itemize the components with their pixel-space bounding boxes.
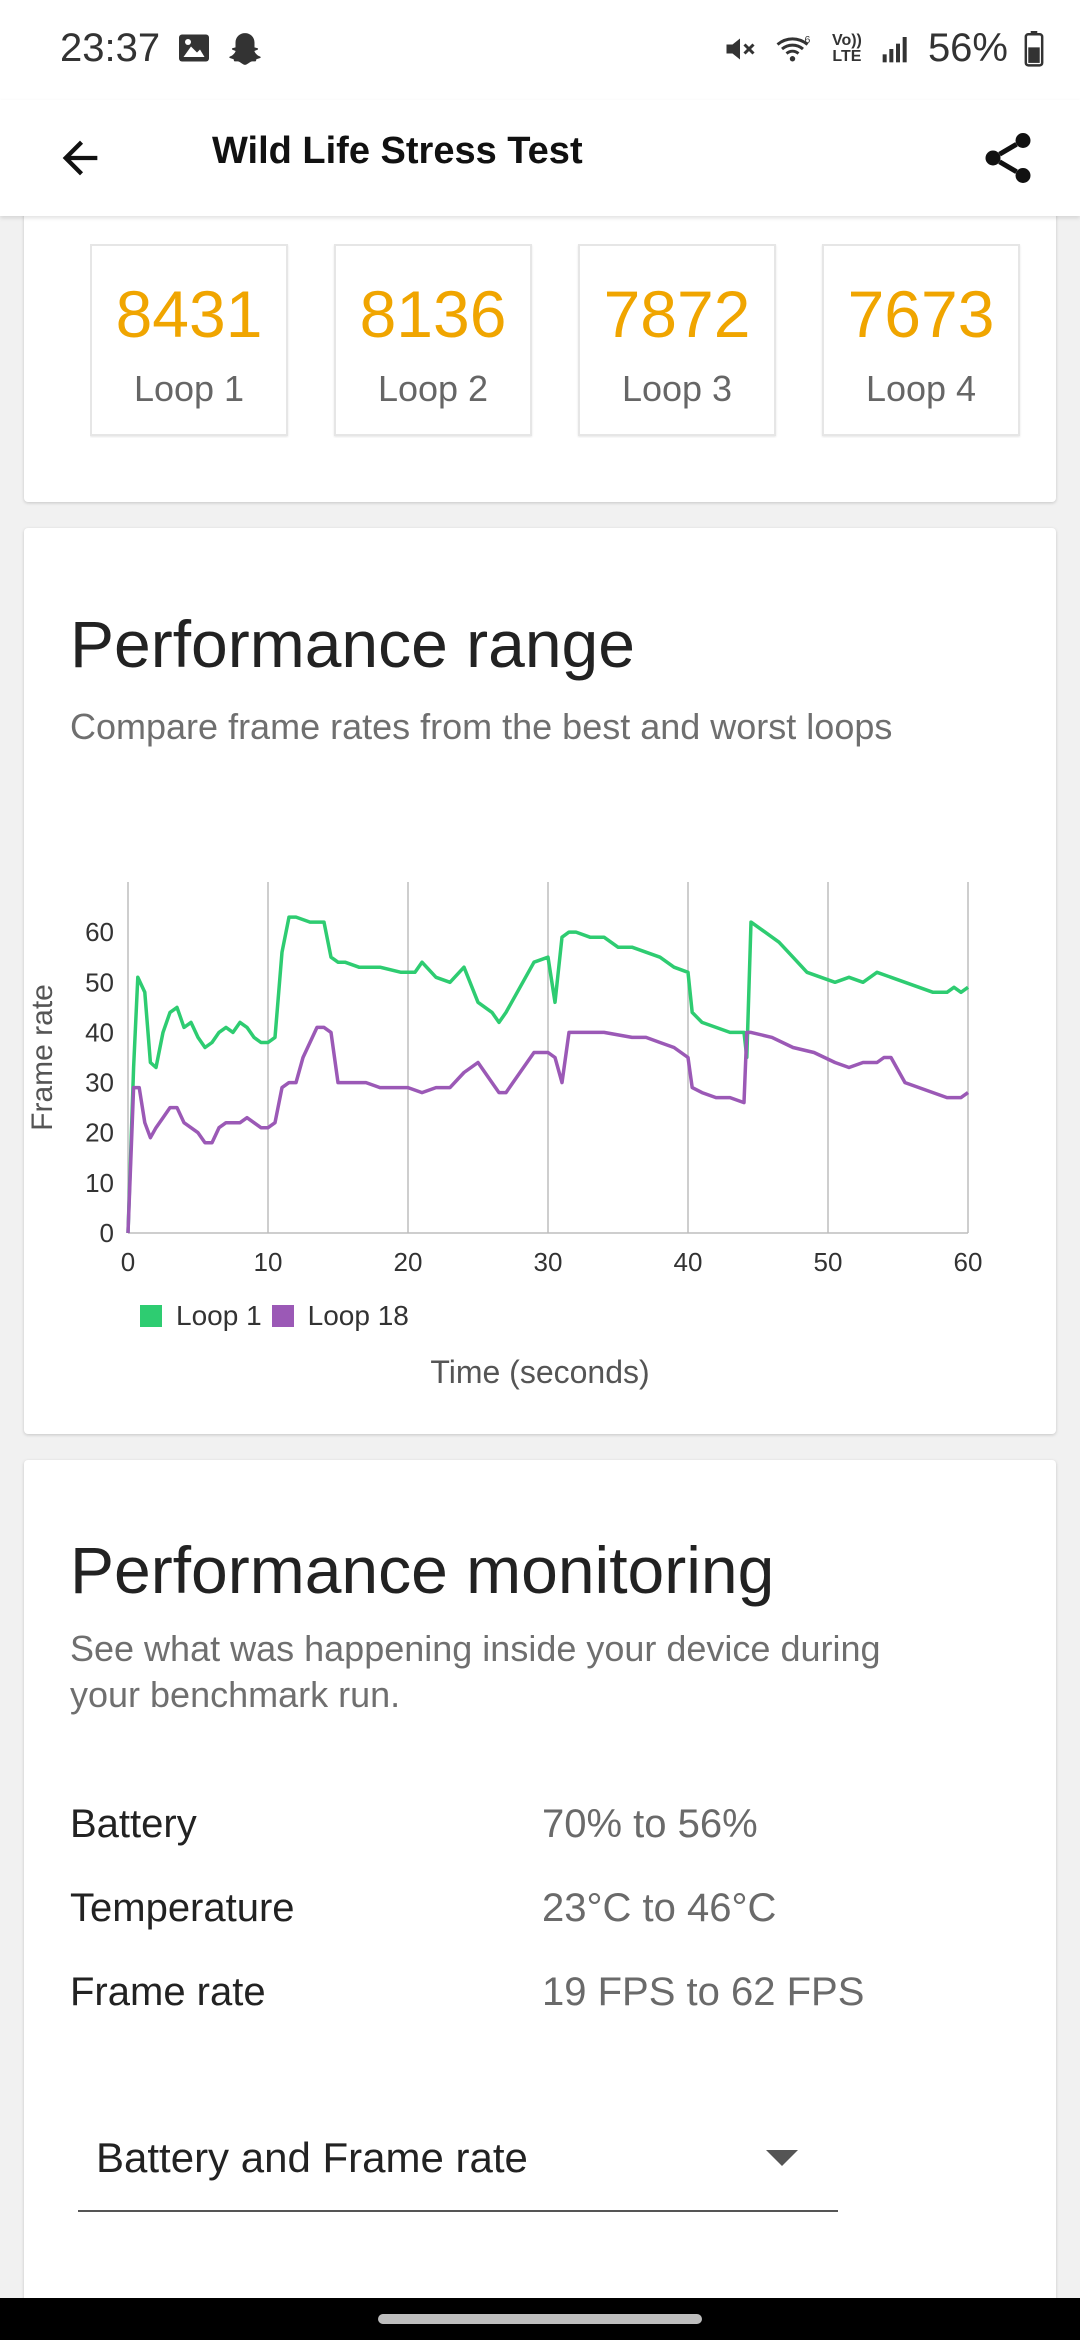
mute-icon xyxy=(726,38,755,59)
legend-label: Loop 18 xyxy=(307,1300,409,1331)
x-axis-title: Time (seconds) xyxy=(430,1354,650,1390)
loop-label: Loop 1 xyxy=(133,368,245,409)
signal-icon xyxy=(882,36,907,62)
chart-legend: Loop 1 Loop 18 xyxy=(140,1300,419,1332)
share-button[interactable] xyxy=(972,122,1044,194)
x-tick-label: 60 xyxy=(954,1247,983,1277)
share-icon xyxy=(985,133,1031,183)
loop-scores-row[interactable]: 8431 Loop 1 8136 Loop 2 7872 Loop 3 7673… xyxy=(90,244,1034,438)
x-tick-label: 30 xyxy=(534,1247,563,1277)
info-row-frame-rate: Frame rate 19 FPS to 62 FPS xyxy=(70,1970,1010,2026)
snapchat-icon xyxy=(229,33,261,65)
status-right: 6 Vo)) LTE 56% xyxy=(722,26,1044,71)
section-subtitle: Compare frame rates from the best and wo… xyxy=(70,706,893,747)
section-subtitle-line-1: See what was happening inside your devic… xyxy=(70,1628,881,1669)
app-bar: Wild Life Stress Test xyxy=(0,100,1080,216)
battery-icon xyxy=(1024,30,1044,67)
legend-swatch-loop-18 xyxy=(271,1305,294,1327)
section-subtitle-line-2: your benchmark run. xyxy=(70,1674,401,1715)
y-axis-title: Frame rate xyxy=(26,984,59,1131)
info-value: 70% to 56% xyxy=(542,1802,758,1846)
loop-score: 8431 xyxy=(115,277,263,351)
home-gesture-pill[interactable] xyxy=(378,2314,702,2324)
info-label: Battery xyxy=(70,1802,197,1846)
y-tick-label: 50 xyxy=(85,967,114,997)
info-value: 19 FPS to 62 FPS xyxy=(542,1970,865,2014)
performance-range-card: Performance range Compare frame rates fr… xyxy=(24,528,1056,1434)
section-title: Performance monitoring xyxy=(70,1533,775,1607)
section-title: Performance range xyxy=(70,607,635,681)
series-line-loop-18 xyxy=(126,1025,970,1234)
battery-percent: 56% xyxy=(927,26,1008,70)
legend-swatch-loop-1 xyxy=(140,1305,162,1327)
frame-rate-chart: 0 10 20 30 40 50 60 0 10 20 30 40 50 60 Frame rate xyxy=(26,882,983,1277)
legend-label: Loop 1 xyxy=(176,1300,262,1331)
legend-item: Loop 1 xyxy=(140,1300,262,1332)
x-tick-label: 40 xyxy=(674,1247,703,1277)
dropdown-selected-value: Battery and Frame rate xyxy=(96,2134,528,2181)
page-title: Wild Life Stress Test xyxy=(212,130,583,172)
loop-scores-card: 8431 Loop 1 8136 Loop 2 7872 Loop 3 7673… xyxy=(24,170,1056,502)
loop-tile: 7673 Loop 4 xyxy=(822,244,1020,436)
y-tick-label: 20 xyxy=(85,1118,114,1148)
x-tick-label: 20 xyxy=(394,1247,423,1277)
chart-type-dropdown[interactable]: Battery and Frame rate xyxy=(78,2108,838,2212)
svg-text:6: 6 xyxy=(804,34,810,46)
back-button[interactable] xyxy=(48,126,112,190)
loop-score: 8136 xyxy=(359,277,507,351)
y-tick-label: 40 xyxy=(85,1017,114,1047)
series-line-loop-1 xyxy=(126,915,970,1234)
status-left-icons xyxy=(176,30,264,68)
loop-score: 7673 xyxy=(847,277,995,351)
loop-tile: 7872 Loop 3 xyxy=(578,244,776,436)
gallery-icon xyxy=(179,34,209,62)
dropdown-arrow-icon xyxy=(766,2150,798,2166)
info-value: 23°C to 46°C xyxy=(542,1886,777,1930)
status-time: 23:37 xyxy=(60,26,161,70)
volte-icon: Vo)) LTE xyxy=(831,31,862,65)
y-tick-label: 0 xyxy=(100,1218,114,1248)
y-tick-label: 30 xyxy=(85,1068,114,1098)
legend-item: Loop 18 xyxy=(271,1300,409,1332)
performance-monitoring-card: Performance monitoring See what was happ… xyxy=(24,1460,1056,2340)
loop-tile: 8431 Loop 1 xyxy=(90,244,288,436)
y-tick-label: 60 xyxy=(85,917,114,947)
loop-tile: 8136 Loop 2 xyxy=(334,244,532,436)
wifi-icon: 6 xyxy=(776,34,810,61)
navigation-bar xyxy=(0,2298,1080,2340)
x-tick-label: 10 xyxy=(254,1247,283,1277)
info-row-temperature: Temperature 23°C to 46°C xyxy=(70,1886,1010,1942)
info-label: Temperature xyxy=(70,1886,295,1930)
info-label: Frame rate xyxy=(70,1970,266,2014)
x-tick-label: 50 xyxy=(814,1247,843,1277)
y-tick-label: 10 xyxy=(85,1168,114,1198)
loop-label: Loop 4 xyxy=(865,368,977,409)
loop-label: Loop 3 xyxy=(621,368,733,409)
x-tick-label: 0 xyxy=(121,1247,135,1277)
loop-score: 7872 xyxy=(603,277,751,351)
loop-label: Loop 2 xyxy=(377,368,489,409)
status-bar: 23:37 6 Vo)) LTE 56% xyxy=(0,0,1080,100)
arrow-left-icon xyxy=(62,140,98,176)
info-row-battery: Battery 70% to 56% xyxy=(70,1802,1010,1858)
